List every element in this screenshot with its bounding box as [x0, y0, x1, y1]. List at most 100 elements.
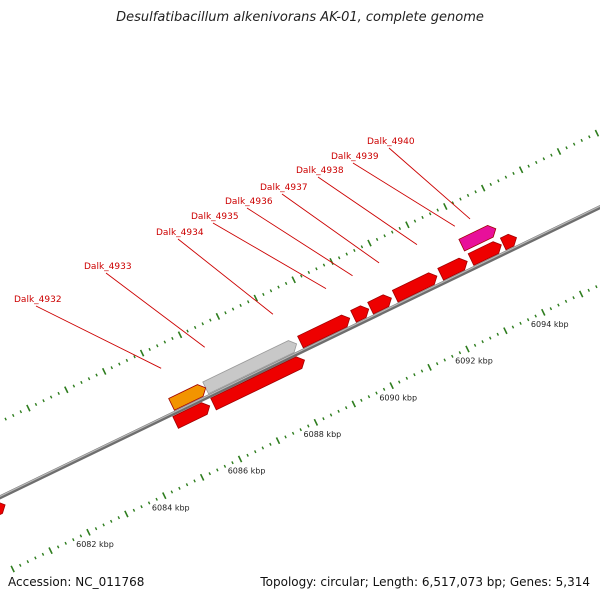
minor-tick — [170, 490, 174, 494]
minor-tick — [535, 160, 538, 165]
minor-tick — [496, 332, 500, 336]
minor-tick — [57, 391, 60, 395]
minor-tick — [261, 446, 265, 450]
minor-tick — [208, 472, 211, 476]
minor-tick — [193, 479, 196, 483]
major-tick — [594, 129, 600, 137]
minor-tick — [572, 142, 576, 146]
major-tick — [541, 308, 546, 316]
gene-label: Dalk_4935 — [191, 212, 239, 222]
major-tick — [556, 147, 562, 155]
minor-tick — [519, 321, 522, 325]
minor-tick — [132, 508, 136, 512]
inner-scale-track: 6082 kbp 6084 kbp 6086 kbp 6088 kbp 6090 kbp… — [10, 285, 598, 573]
minor-tick — [557, 303, 560, 307]
minor-tick — [512, 171, 515, 176]
minor-tick — [4, 417, 7, 421]
label-connector — [246, 207, 353, 277]
minor-tick — [186, 329, 189, 333]
gene-label: Dalk_4940 — [367, 137, 415, 147]
accession-text: Accession: NC_011768 — [8, 575, 145, 589]
minor-tick — [459, 197, 462, 201]
minor-tick — [550, 153, 553, 157]
cds-arrow — [499, 233, 517, 251]
minor-tick — [481, 340, 484, 344]
feature-track — [0, 224, 517, 515]
minor-tick — [588, 135, 591, 139]
scale-label: 6088 kbp — [304, 430, 342, 439]
minor-tick — [315, 267, 318, 271]
gene-label: Dalk_4933 — [84, 262, 132, 272]
minor-tick — [504, 175, 508, 179]
major-tick — [367, 239, 372, 247]
label-connector — [177, 238, 274, 315]
major-tick — [10, 565, 15, 573]
minor-tick — [277, 285, 280, 289]
gene-label: Dalk_4938 — [296, 166, 344, 176]
minor-tick — [95, 373, 98, 377]
minor-tick — [345, 252, 348, 256]
minor-tick — [140, 505, 143, 509]
minor-tick — [209, 318, 212, 322]
label-connector — [317, 176, 418, 245]
major-tick — [162, 492, 167, 500]
minor-tick — [322, 263, 326, 267]
label-connector — [105, 272, 205, 348]
minor-tick — [34, 402, 38, 406]
cds-arrow — [297, 314, 351, 349]
gene-label: Dalk_4937 — [260, 183, 308, 193]
cds-arrow — [0, 502, 6, 515]
minor-tick — [34, 556, 37, 560]
minor-tick — [474, 190, 477, 194]
minor-tick — [564, 299, 568, 303]
minor-tick — [246, 300, 250, 304]
minor-tick — [398, 226, 402, 231]
minor-tick — [42, 399, 45, 403]
minor-tick — [398, 380, 401, 384]
label-connector — [281, 193, 380, 264]
major-tick — [86, 528, 91, 536]
minor-tick — [300, 274, 303, 278]
minor-tick — [344, 406, 348, 410]
gene-label: Dalk_4932 — [14, 295, 62, 305]
major-tick — [291, 276, 296, 284]
label-connector — [212, 222, 327, 289]
minor-tick — [193, 325, 197, 329]
minor-tick — [488, 336, 492, 340]
minor-tick — [383, 234, 386, 238]
scale-label: 6092 kbp — [455, 357, 493, 366]
minor-tick — [284, 435, 287, 439]
scale-label: 6082 kbp — [76, 540, 114, 549]
minor-tick — [19, 563, 22, 567]
major-tick — [124, 510, 129, 518]
scale-label: 6086 kbp — [228, 467, 266, 476]
major-tick — [578, 290, 584, 298]
cds-arrow — [467, 241, 502, 266]
backbone-highlight — [0, 205, 600, 497]
minor-tick — [360, 398, 363, 402]
minor-tick — [246, 453, 249, 457]
minor-tick — [307, 270, 311, 275]
minor-tick — [329, 413, 333, 417]
genome-title: Desulfatibacillum alkenivorans AK-01, co… — [116, 10, 484, 25]
minor-tick — [262, 292, 265, 296]
major-tick — [48, 547, 53, 555]
minor-tick — [405, 376, 409, 380]
minor-tick — [466, 193, 470, 198]
minor-tick — [428, 212, 432, 216]
minor-tick — [79, 534, 83, 538]
gene-label: Dalk_4939 — [331, 152, 379, 162]
major-tick — [405, 221, 410, 229]
minor-tick — [72, 384, 76, 388]
minor-tick — [269, 442, 272, 446]
minor-tick — [102, 523, 105, 527]
cds-arrow — [391, 272, 438, 303]
cds-arrow — [172, 402, 211, 429]
minor-tick — [178, 486, 181, 490]
major-tick — [480, 184, 486, 192]
minor-tick — [511, 325, 515, 329]
minor-tick — [118, 362, 121, 366]
minor-tick — [497, 179, 500, 183]
scale-label: 6084 kbp — [152, 503, 190, 512]
